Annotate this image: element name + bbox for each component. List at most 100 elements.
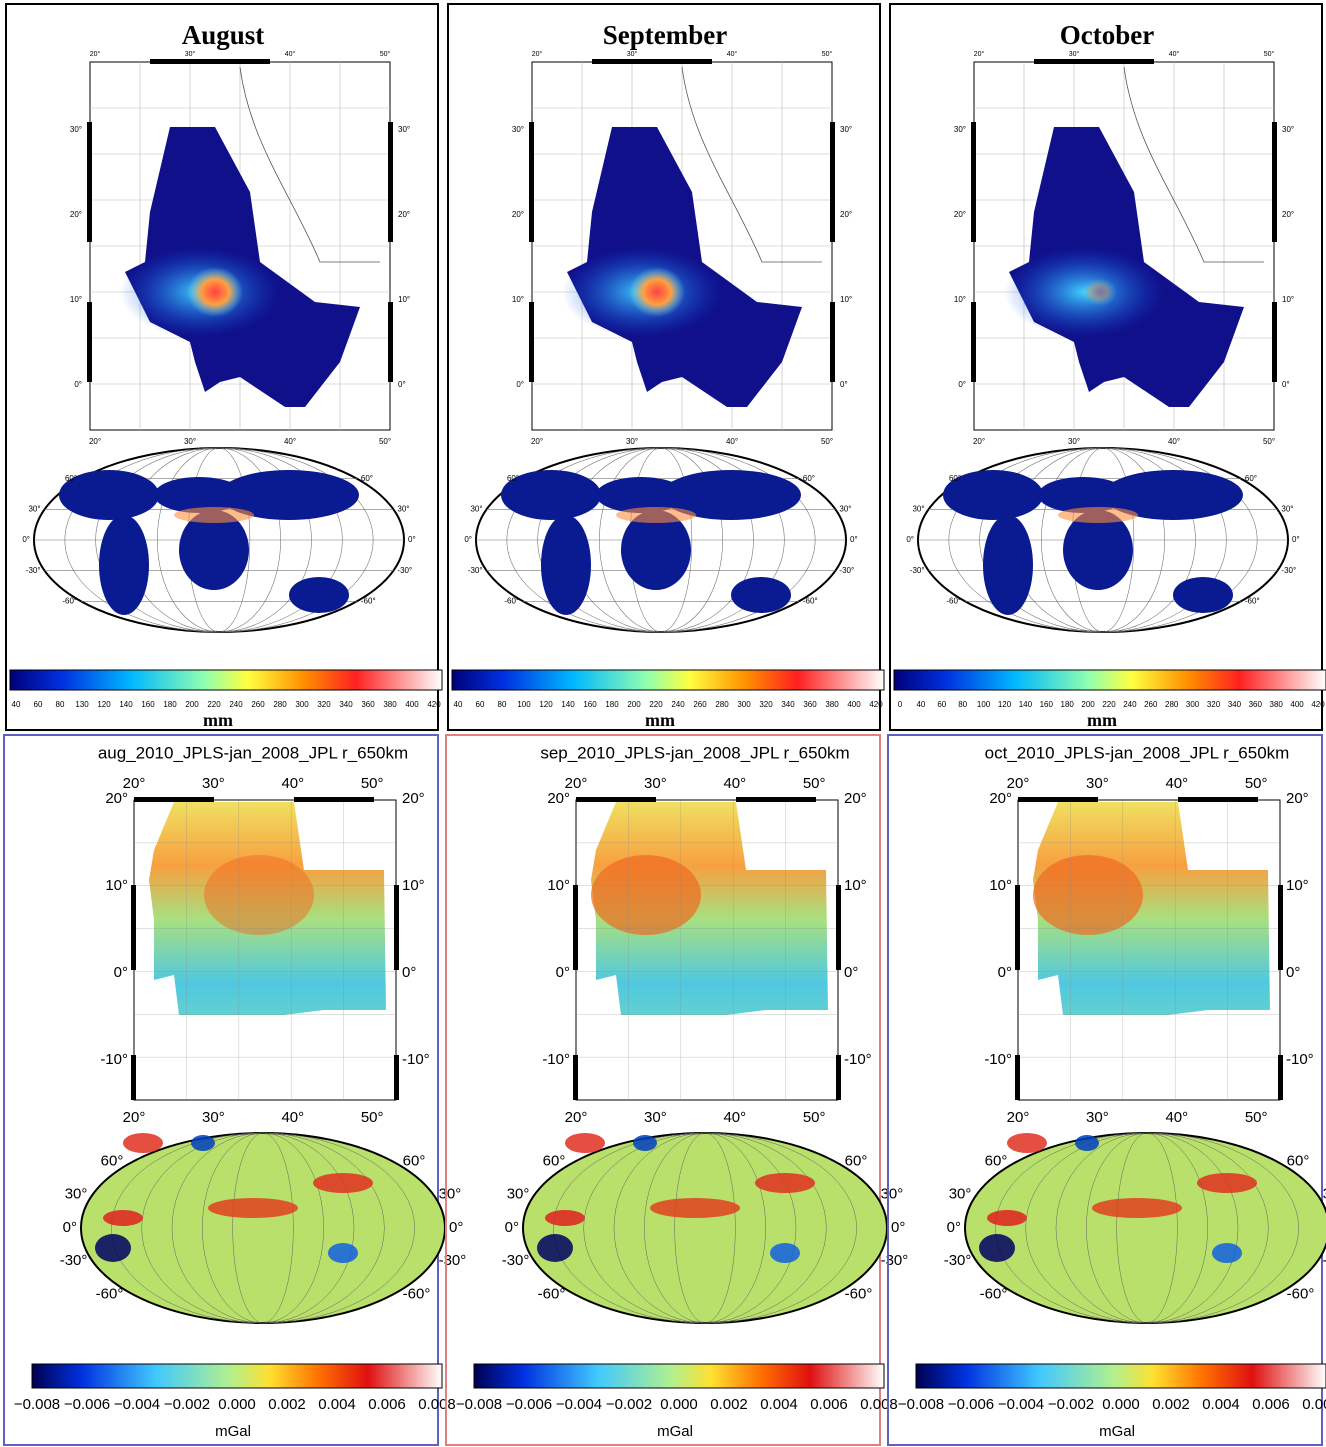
colorbar-tick-label: 260 (693, 700, 707, 709)
globe-lat-label: -30° (910, 566, 925, 575)
globe-lat-label: -30° (439, 1252, 467, 1269)
land-mass (943, 470, 1043, 520)
colorbar-tick-label: 360 (803, 700, 817, 709)
colorbar (451, 669, 885, 691)
colorbar-tick-label: 240 (229, 700, 243, 709)
lon-label: 40° (1165, 1109, 1188, 1126)
globe-lat-label: 60° (1287, 1152, 1310, 1169)
colorbar-tick-label: 0.000 (1102, 1396, 1140, 1413)
frame-bar (1272, 122, 1277, 242)
lon-label: 50° (380, 50, 391, 58)
lon-label: 50° (1264, 50, 1275, 58)
gravity-anomaly (565, 1133, 605, 1153)
globe-lat-label: -60° (845, 1285, 873, 1302)
gravity-anomaly (537, 1234, 573, 1262)
lat-label: 10° (398, 295, 410, 304)
globe-meridian (553, 1132, 857, 1324)
colorbar-tick-label: 80 (958, 700, 967, 709)
globe-lat-label: -30° (1323, 1252, 1326, 1269)
frame-bar (87, 302, 92, 382)
lon-label: 50° (1263, 437, 1275, 446)
gravity-anomaly (95, 1234, 131, 1262)
globe-lat-label: -30° (839, 566, 854, 575)
globe-lat-label: 0° (449, 1219, 463, 1236)
lon-label: 30° (1068, 437, 1080, 446)
colorbar-tick-label: 0.002 (710, 1396, 748, 1413)
globe-lat-label: -60° (62, 596, 77, 605)
frame-bar (150, 59, 270, 64)
lat-label: 20° (547, 790, 570, 807)
rain-belt (174, 507, 254, 523)
globe-lat-label: 30° (949, 1186, 972, 1203)
frame-bar (131, 885, 136, 970)
globe-lat-label: 60° (361, 474, 373, 483)
lat-label: 20° (512, 210, 524, 219)
colorbar-unit: mm (645, 710, 675, 730)
globe-lat-label: 0° (63, 1219, 77, 1236)
colorbar-tick-label: 140 (119, 700, 133, 709)
gravity-high (591, 855, 701, 935)
gravity-panel: sep_2010_JPLS-jan_2008_JPL r_650km20°20°… (445, 734, 908, 1446)
lon-label: 20° (90, 50, 101, 58)
lat-label: 20° (954, 210, 966, 219)
colorbar-tick-label: 0.004 (760, 1396, 798, 1413)
lat-label: 10° (989, 877, 1012, 894)
colorbar-tick-label: 0.002 (1152, 1396, 1190, 1413)
colorbar-tick-label: −0.002 (1048, 1396, 1094, 1413)
panel-border (889, 3, 1323, 731)
frame-bar (830, 122, 835, 242)
frame-bar (1278, 1055, 1283, 1100)
globe-lat-label: -30° (60, 1252, 88, 1269)
lon-label: 40° (723, 1109, 746, 1126)
globe-lat-label: -30° (502, 1252, 530, 1269)
frame-bar (736, 797, 816, 802)
colorbar-tick-label: 130 (75, 700, 89, 709)
colorbar (893, 669, 1326, 691)
colorbar-tick-label: −0.008 (14, 1396, 60, 1413)
lat-label: 10° (840, 295, 852, 304)
lat-label: 0° (844, 964, 858, 981)
lat-label: 20° (105, 790, 128, 807)
globe-lat-label: 60° (65, 474, 77, 483)
lat-label: -10° (100, 1051, 128, 1068)
colorbar-tick-label: 140 (561, 700, 575, 709)
lat-label: 0° (74, 380, 82, 389)
lat-label: -10° (542, 1051, 570, 1068)
gravity-anomaly (1212, 1243, 1242, 1263)
lon-label: 50° (1245, 775, 1268, 792)
lon-label: 50° (361, 1109, 384, 1126)
lat-label: 0° (1286, 964, 1300, 981)
globe-lat-label: 60° (949, 474, 961, 483)
frame-bar (1278, 885, 1283, 970)
lat-label: 10° (402, 877, 425, 894)
globe-meridian (995, 1132, 1299, 1324)
lon-label: 30° (644, 775, 667, 792)
globe-lat-label: 0° (891, 1219, 905, 1236)
colorbar-tick-label: 300 (737, 700, 751, 709)
globe-lat-label: 0° (947, 1219, 961, 1236)
lat-label: 20° (70, 210, 82, 219)
colorbar-tick-label: 0 (898, 700, 903, 709)
panel-title: October (1060, 20, 1154, 50)
colorbar-tick-label: 0.008 (1302, 1396, 1326, 1413)
globe-lat-label: 60° (101, 1152, 124, 1169)
panel-border (445, 734, 881, 1446)
gravity-anomaly (770, 1243, 800, 1263)
frame-bar (573, 1055, 578, 1100)
lon-label: 20° (123, 775, 146, 792)
precip-panel: September 20° 20° 30° 30° 40° 40° 50° 50° 0° 0° 10°… (447, 3, 885, 731)
lon-label: 40° (281, 1109, 304, 1126)
colorbar-tick-label: 280 (715, 700, 729, 709)
frame-bar (529, 302, 534, 382)
land-mass (219, 470, 359, 520)
lon-label: 30° (644, 1109, 667, 1126)
gravity-anomaly (987, 1210, 1027, 1226)
gravity-anomaly (313, 1173, 373, 1193)
gravity-high (1033, 855, 1143, 935)
colorbar-tick-label: 160 (1040, 700, 1054, 709)
lon-label: 20° (565, 775, 588, 792)
land-mass (1063, 510, 1133, 590)
colorbar-tick-label: 100 (517, 700, 531, 709)
globe-lat-label: 30° (839, 504, 851, 513)
